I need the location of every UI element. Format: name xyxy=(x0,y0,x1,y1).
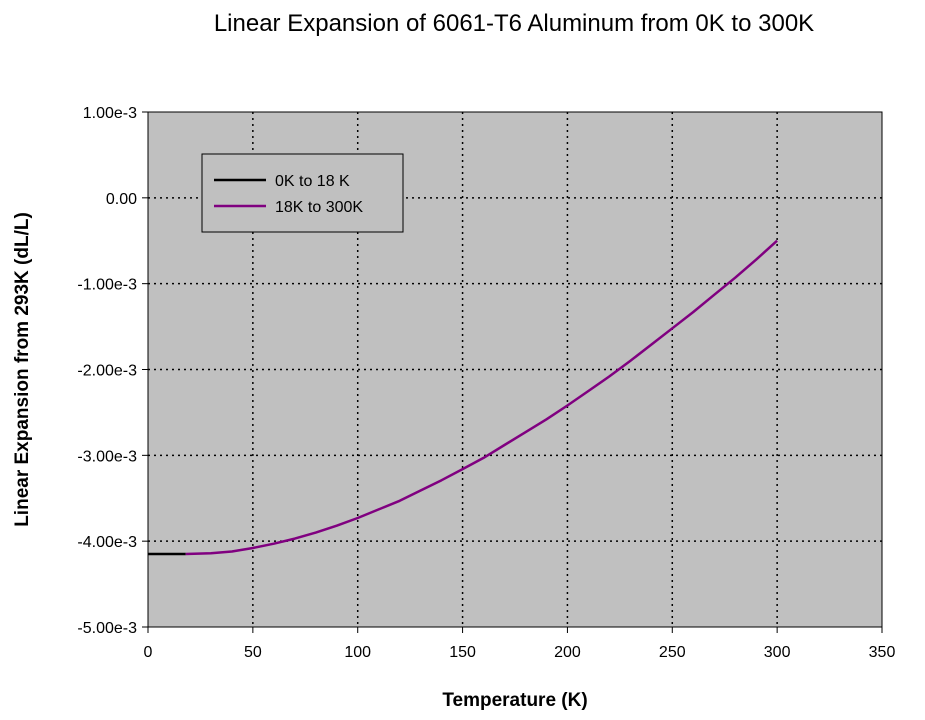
x-tick-label: 100 xyxy=(344,644,371,661)
y-tick-label: -1.00e-3 xyxy=(77,277,137,294)
x-tick-label: 250 xyxy=(659,644,686,661)
y-tick-label: 0.00 xyxy=(106,191,137,208)
y-axis-label: Linear Expansion from 293K (dL/L) xyxy=(12,212,33,527)
tick-labels: 0 50 100 150 200 250 300 350 1.00e-3 0.00 -1.00e-3… xyxy=(77,105,895,661)
legend-box xyxy=(201,153,404,233)
y-tick-label: -5.00e-3 xyxy=(77,620,137,637)
x-tick-label: 200 xyxy=(554,644,581,661)
chart-title: Linear Expansion of 6061-T6 Aluminum fro… xyxy=(214,10,814,37)
legend-label-series-1: 0K to 18 K xyxy=(275,173,350,190)
legend: 0K to 18 K 18K to 300K xyxy=(201,153,404,233)
x-tick-label: 50 xyxy=(244,644,262,661)
axes xyxy=(142,111,883,633)
series-line-2 xyxy=(185,239,778,556)
x-tick-label: 300 xyxy=(764,644,791,661)
series-lines xyxy=(148,239,778,556)
x-tick-label: 350 xyxy=(869,644,896,661)
y-tick-label: 1.00e-3 xyxy=(83,105,137,122)
y-tick-label: -3.00e-3 xyxy=(77,448,137,465)
x-tick-label: 0 xyxy=(144,644,153,661)
x-axis-label: Temperature (K) xyxy=(442,690,587,711)
legend-label-series-2: 18K to 300K xyxy=(275,199,363,216)
y-tick-label: -2.00e-3 xyxy=(77,363,137,380)
x-tick-label: 150 xyxy=(449,644,476,661)
y-tick-label: -4.00e-3 xyxy=(77,534,137,551)
